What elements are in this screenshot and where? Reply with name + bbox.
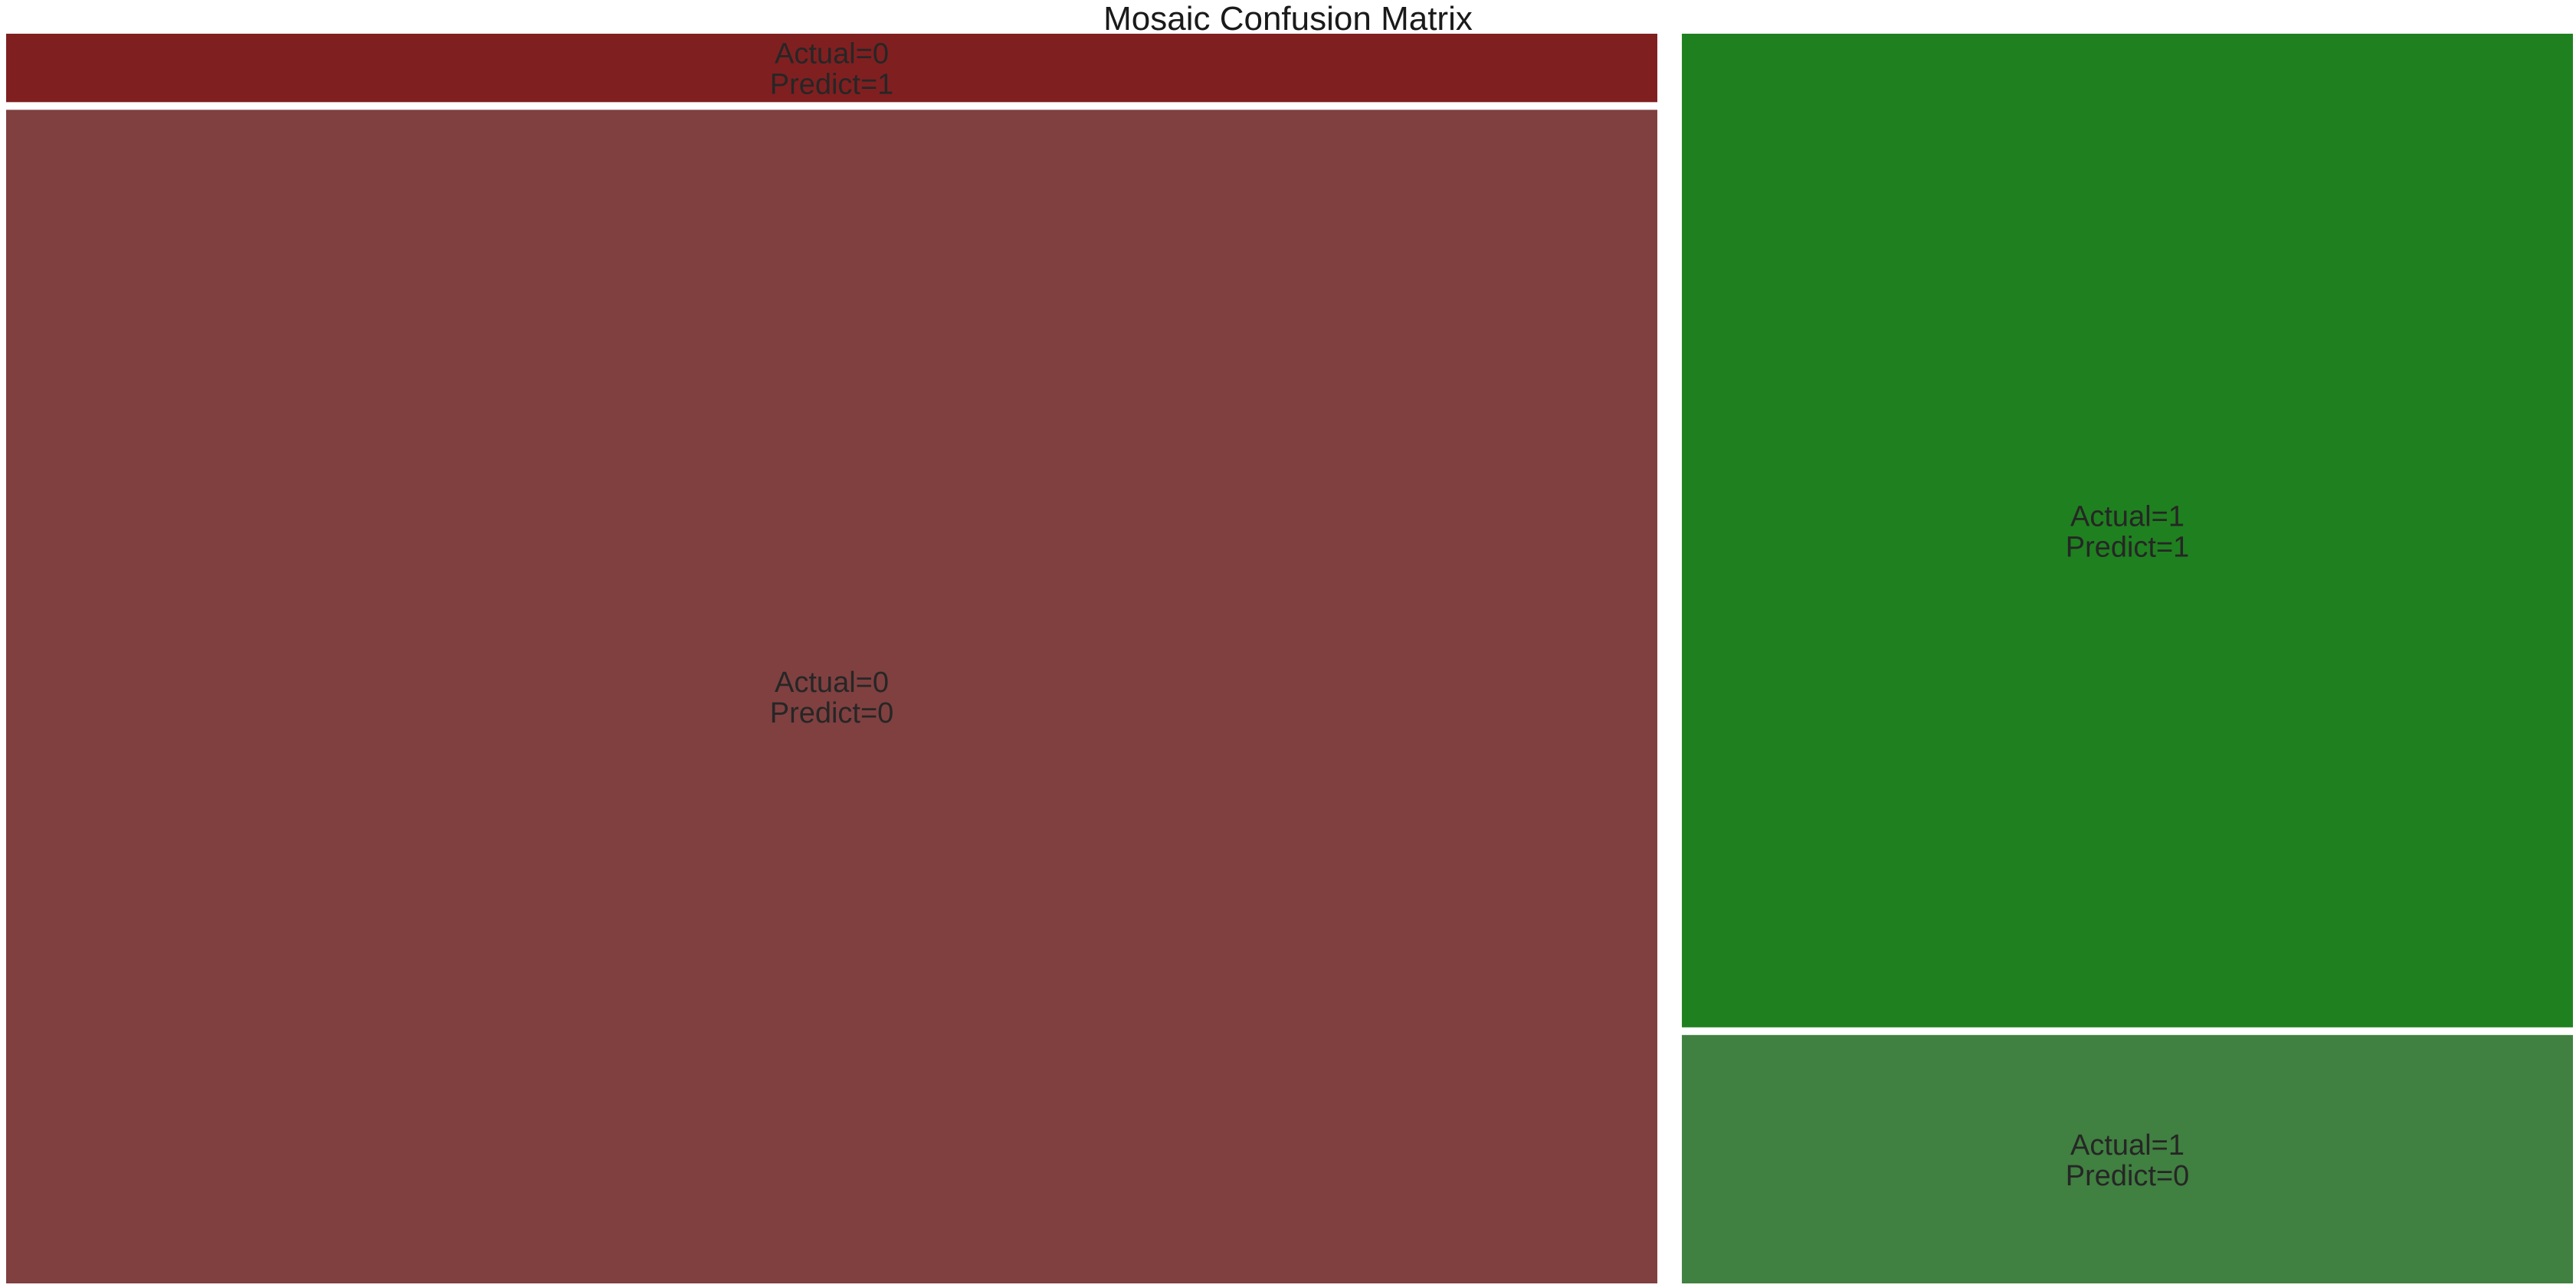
mosaic-tile bbox=[6, 34, 1658, 103]
tile-label: Actual=0 Predict=1 bbox=[770, 38, 894, 101]
tile-label: Actual=1 Predict=1 bbox=[2066, 500, 2190, 563]
chart-title: Mosaic Confusion Matrix bbox=[1103, 0, 1473, 38]
tile-label: Actual=0 Predict=0 bbox=[770, 667, 894, 729]
tile-label: Actual=1 Predict=0 bbox=[2066, 1129, 2190, 1192]
mosaic-tile bbox=[1682, 34, 2573, 1027]
mosaic-tile bbox=[1682, 1034, 2573, 1283]
tile-label-actual: Actual=1 bbox=[2070, 500, 2184, 533]
tile-label-actual: Actual=0 bbox=[775, 38, 889, 70]
mosaic-tile bbox=[6, 110, 1658, 1283]
tile-label-predict: Predict=1 bbox=[770, 69, 894, 101]
tile-label-predict: Predict=0 bbox=[2066, 1160, 2190, 1192]
tile-label-actual: Actual=0 bbox=[775, 667, 889, 699]
tile-label-predict: Predict=0 bbox=[770, 697, 894, 729]
tile-label-predict: Predict=1 bbox=[2066, 531, 2190, 563]
tile-label-actual: Actual=1 bbox=[2070, 1129, 2184, 1162]
